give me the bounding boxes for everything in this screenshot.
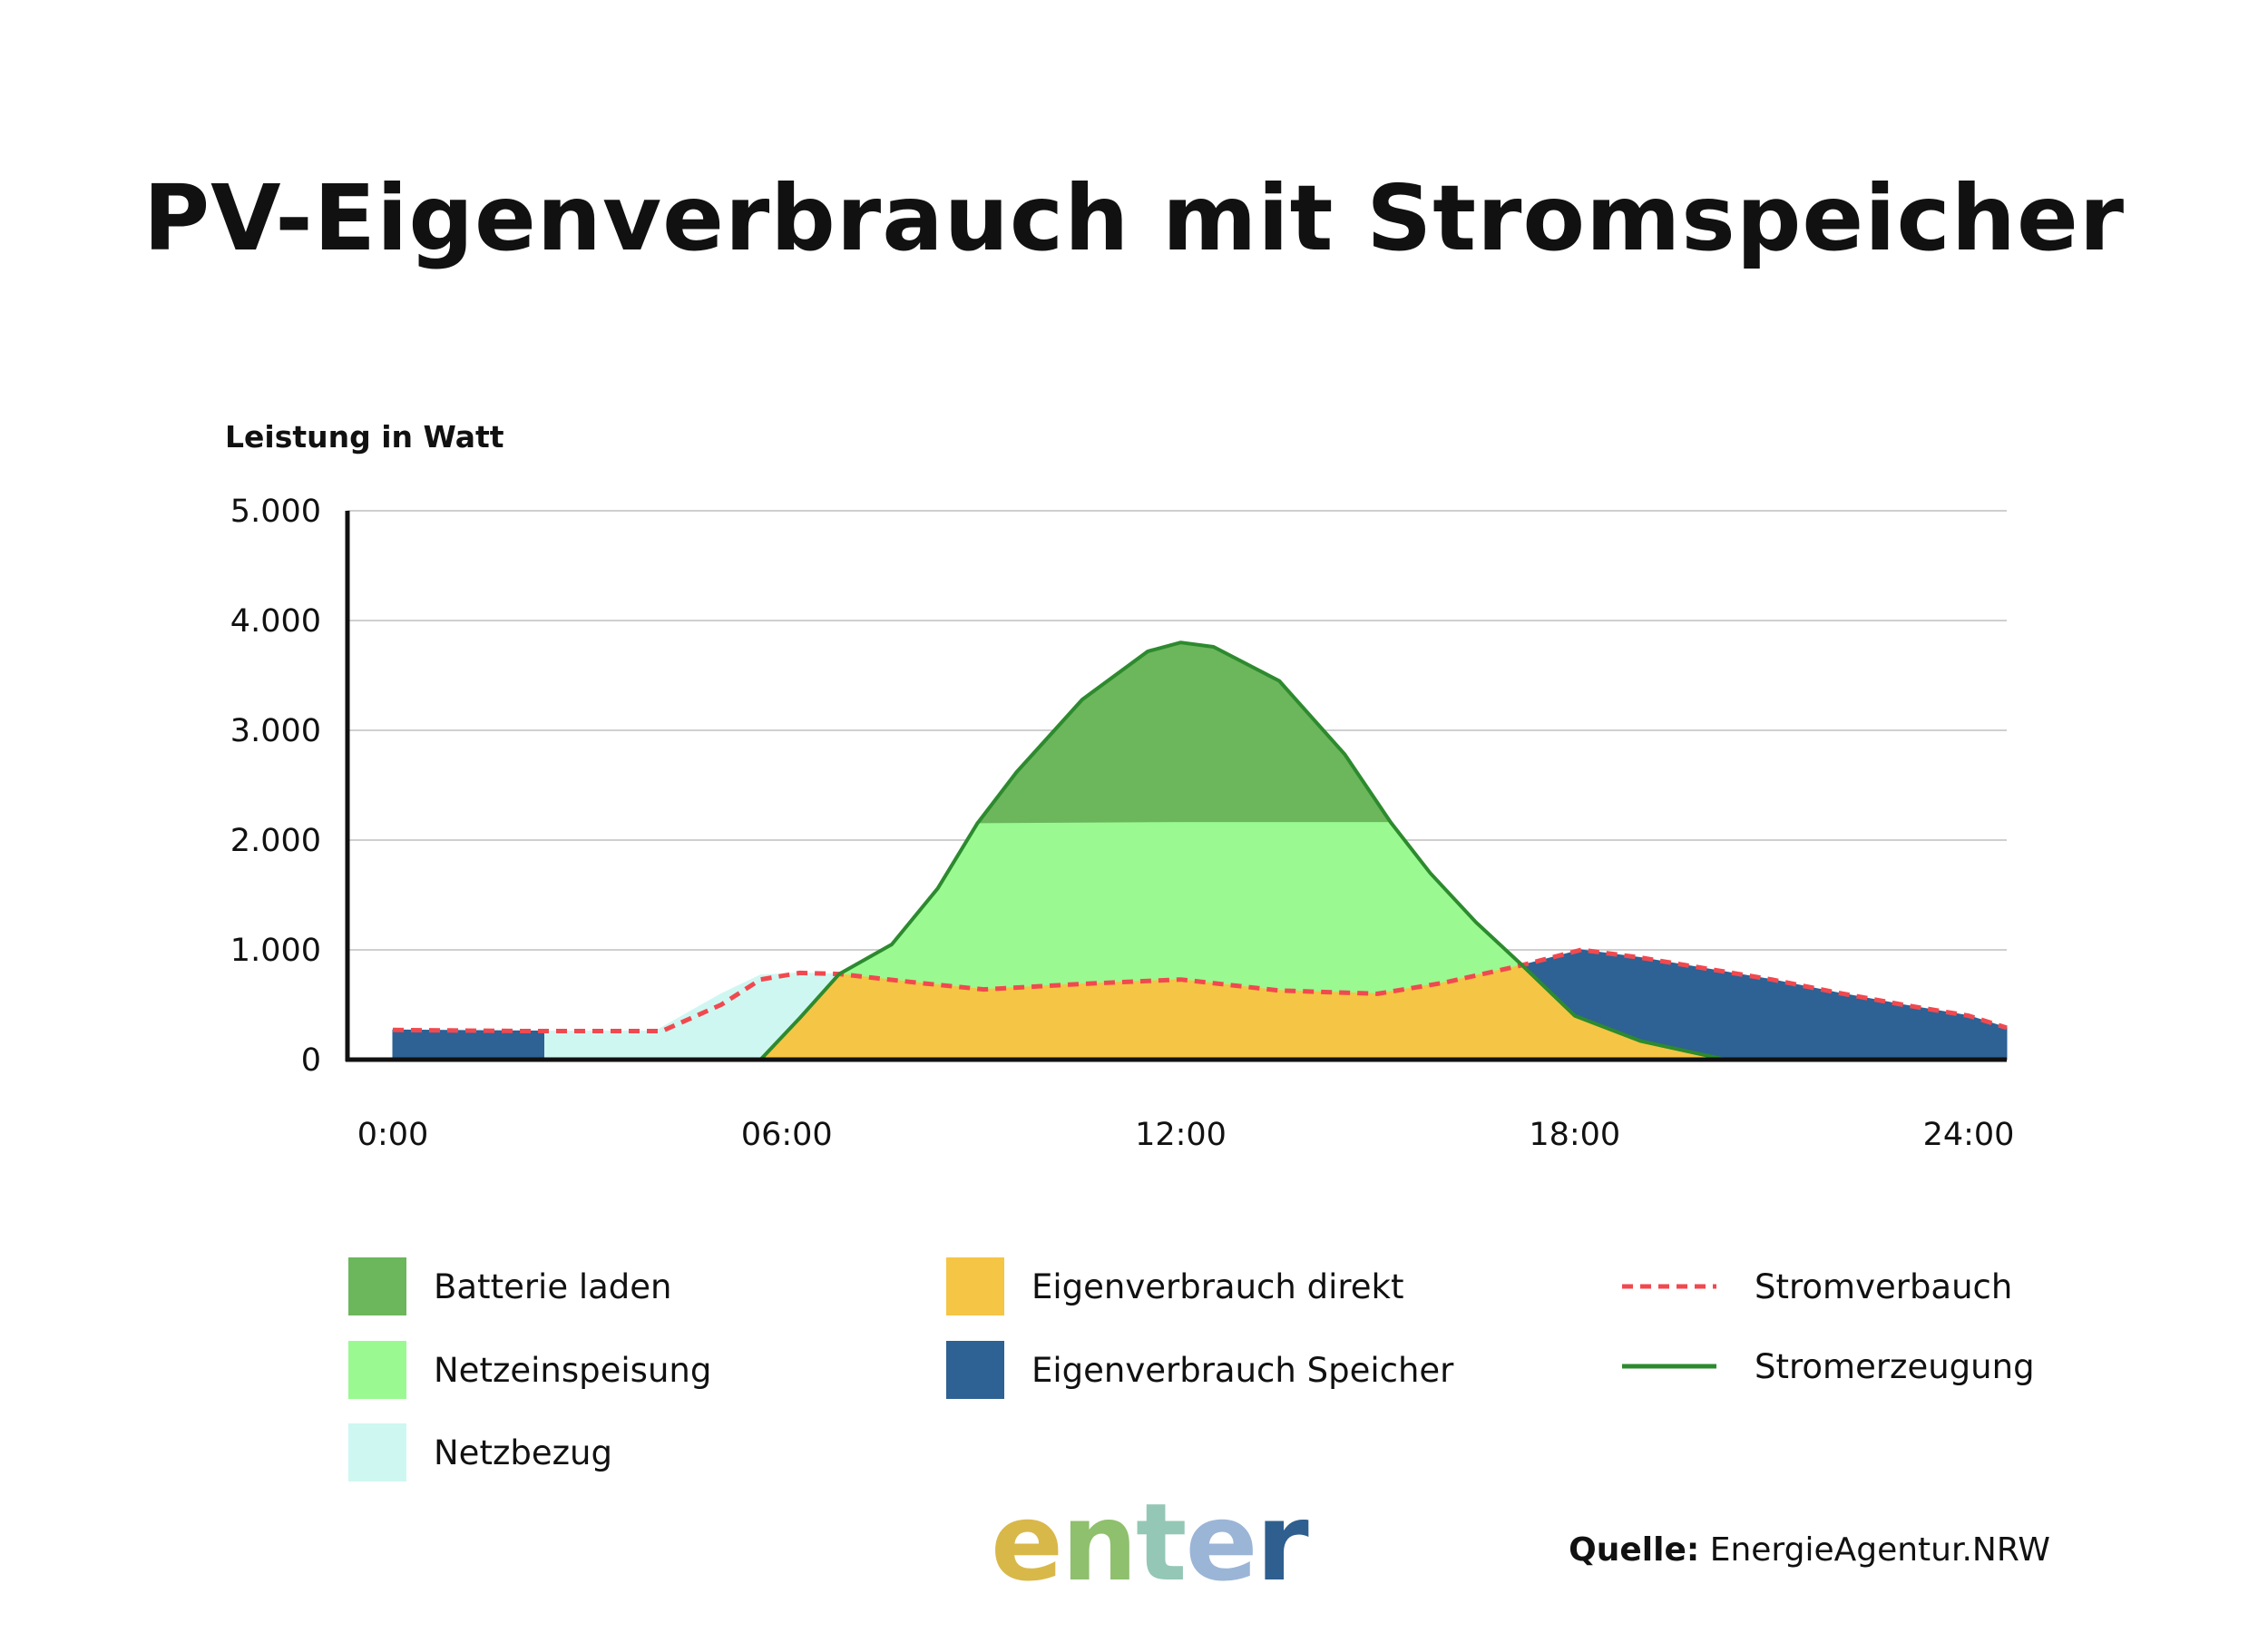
- legend-swatch-eigenverbrauch-direkt: [946, 1257, 1004, 1315]
- logo-letter: t: [1136, 1480, 1187, 1605]
- legend-item-netzeinspeisung: Netzeinspeisung: [348, 1341, 711, 1399]
- x-tick-label: 18:00: [1529, 1117, 1620, 1153]
- line-stromverbauch: [392, 947, 2008, 1033]
- legend-item-eigenverbrauch-speicher: Eigenverbrauch Speicher: [946, 1341, 1453, 1399]
- legend-label-netzbezug: Netzbezug: [434, 1433, 612, 1472]
- legend-label-netzeinspeisung: Netzeinspeisung: [434, 1350, 712, 1390]
- source-text: EnergieAgentur.NRW: [1709, 1531, 2050, 1569]
- y-tick-label: 4.000: [230, 603, 321, 640]
- line-stromerzeugung: [758, 640, 1726, 1061]
- axes: [345, 511, 2007, 1062]
- chart-title: PV-Eigenverbrauch mit Stromspeicher: [142, 165, 2126, 271]
- logo-letter: r: [1256, 1480, 1309, 1605]
- area-series: [392, 641, 2008, 1061]
- legend-label-batterie-laden: Batterie laden: [434, 1266, 672, 1306]
- source-label: Quelle:: [1569, 1531, 1700, 1569]
- legend-swatch-batterie-laden: [348, 1257, 406, 1315]
- legend-item-eigenverbrauch-direkt: Eigenverbrauch direkt: [946, 1257, 1403, 1315]
- area-batterie-laden: [976, 641, 1393, 825]
- legend-label-eigenverbrauch-speicher: Eigenverbrauch Speicher: [1031, 1350, 1454, 1390]
- enter-logo: enter: [991, 1480, 1309, 1605]
- legend-item-netzbezug: Netzbezug: [348, 1423, 612, 1481]
- y-tick-label: 2.000: [230, 823, 321, 859]
- y-tick-label: 0: [301, 1042, 321, 1079]
- y-axis-label: Leistung in Watt: [225, 419, 504, 455]
- y-tick-label: 5.000: [230, 494, 321, 530]
- legend-swatch-netzbezug: [348, 1423, 406, 1481]
- tick-labels: 0 1.000 2.000 3.000 4.000 5.000 0:00 06:00 12:00…: [230, 494, 2015, 1153]
- legend-item-stromverbauch: Stromverbauch: [1622, 1257, 2012, 1315]
- legend-label-stromverbauch: Stromverbauch: [1755, 1266, 2013, 1306]
- legend-label-eigenverbrauch-direkt: Eigenverbrauch direkt: [1031, 1266, 1404, 1306]
- legend-swatch-stromerzeugung: [1622, 1364, 1716, 1369]
- logo-letter: e: [991, 1480, 1063, 1605]
- area-netzeinspeisung: [837, 822, 1523, 994]
- legend-swatch-netzeinspeisung: [348, 1341, 406, 1399]
- logo-letter: e: [1185, 1480, 1257, 1605]
- line-series: [392, 640, 2008, 1061]
- x-tick-label: 0:00: [357, 1117, 429, 1153]
- area-eigenverbrauch-speicher: [392, 1029, 544, 1061]
- legend-item-stromerzeugung: Stromerzeugung: [1622, 1337, 2035, 1395]
- legend-swatch-stromverbauch: [1622, 1284, 1716, 1289]
- legend-label-stromerzeugung: Stromerzeugung: [1755, 1346, 2035, 1386]
- x-tick-label: 12:00: [1135, 1117, 1227, 1153]
- x-tick-label: 06:00: [741, 1117, 833, 1153]
- source-credit: Quelle: EnergieAgentur.NRW: [1569, 1531, 2050, 1569]
- legend-item-batterie-laden: Batterie laden: [348, 1257, 672, 1315]
- logo-letter: n: [1061, 1480, 1138, 1605]
- legend-swatch-eigenverbrauch-speicher: [946, 1341, 1004, 1399]
- y-tick-label: 3.000: [230, 713, 321, 749]
- x-tick-label: 24:00: [1923, 1117, 2015, 1153]
- y-tick-label: 1.000: [230, 933, 321, 969]
